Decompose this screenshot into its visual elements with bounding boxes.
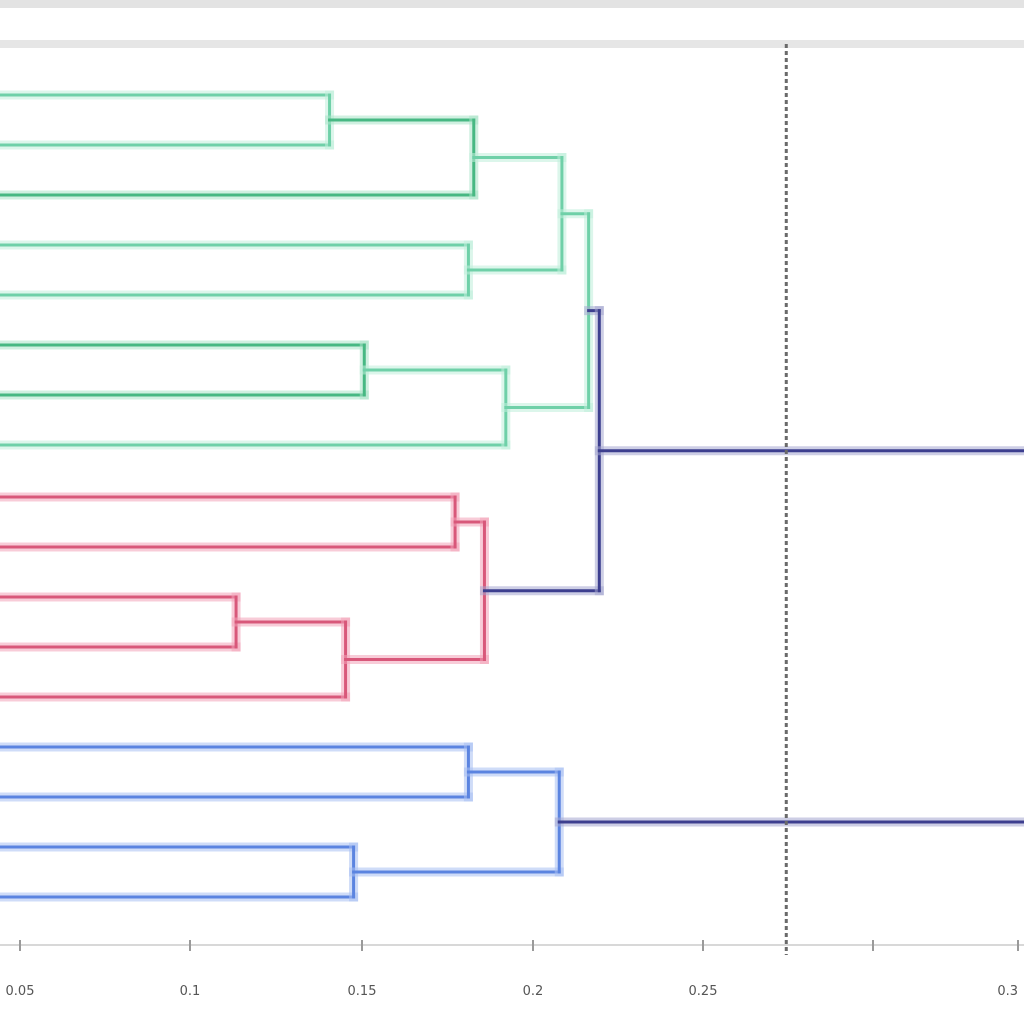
x-tick-label-4: 0.25 [689, 984, 718, 999]
x-tick-label-2: 0.15 [348, 984, 377, 999]
x-axis: 0.05 0.1 0.15 0.2 0.25 0.3 [0, 940, 1024, 999]
x-tick-label-0: 0.05 [6, 984, 35, 999]
x-tick-label-3: 0.2 [523, 984, 544, 999]
x-tick-label-6: 0.3 [997, 984, 1018, 999]
x-tick-label-1: 0.1 [180, 984, 201, 999]
window-top-bar [0, 0, 1024, 8]
dendrogram-links [0, 90, 1024, 902]
plot-top-frame [0, 40, 1024, 48]
